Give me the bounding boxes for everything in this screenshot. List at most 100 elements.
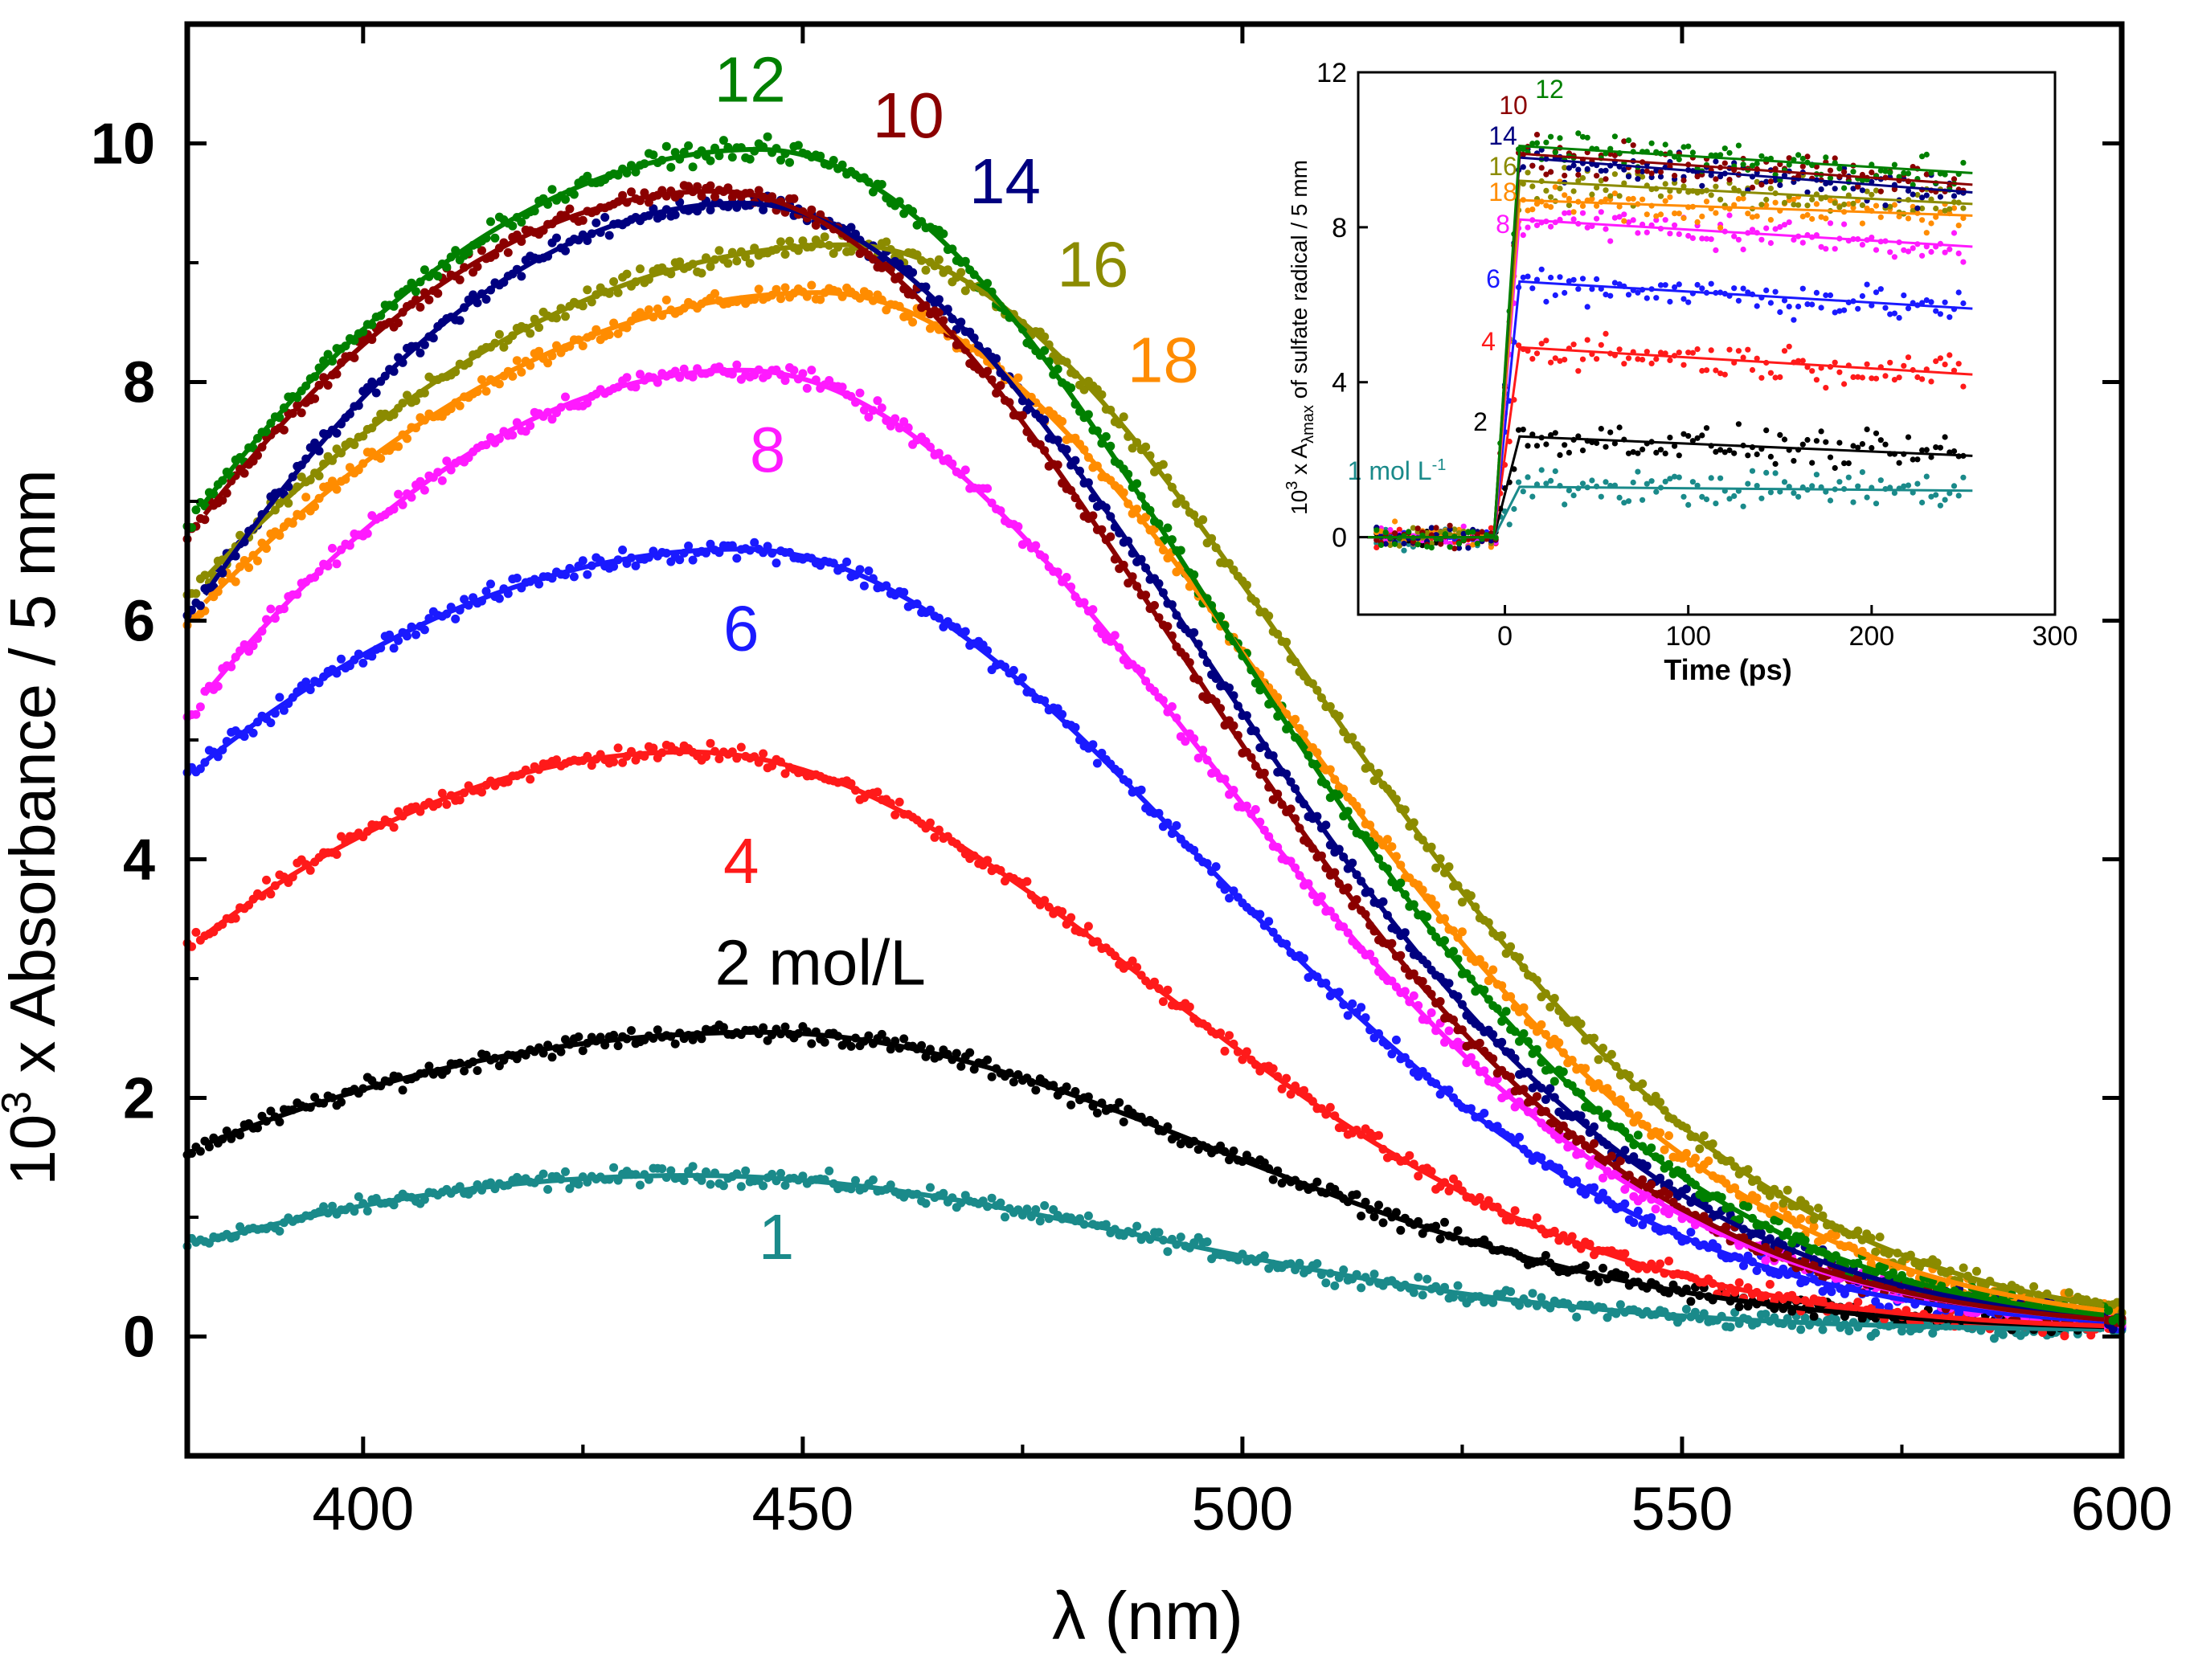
inset-data-point: [1648, 478, 1655, 484]
inset-data-point: [1419, 542, 1426, 549]
data-point: [1704, 1156, 1713, 1166]
data-point: [1681, 1184, 1691, 1194]
inset-data-point: [1689, 349, 1696, 356]
inset-data-point: [1960, 474, 1967, 480]
inset-data-point: [1777, 431, 1783, 439]
inset-data-point: [1864, 426, 1870, 433]
inset-data-point: [1836, 369, 1843, 375]
data-point: [1814, 1204, 1823, 1213]
data-point: [1629, 1218, 1639, 1228]
data-point: [337, 654, 346, 664]
data-point: [481, 295, 491, 304]
data-point: [675, 555, 685, 565]
inset-data-point: [1640, 497, 1646, 503]
data-point: [1532, 1213, 1541, 1223]
data-point: [759, 1181, 768, 1191]
inset-data-point: [1373, 544, 1380, 551]
data-point: [517, 272, 526, 281]
data-point: [670, 148, 680, 157]
inset-data-point: [1905, 434, 1912, 440]
data-point: [420, 625, 429, 635]
inset-data-point: [1708, 347, 1714, 354]
inset-data-point: [1781, 436, 1788, 443]
inset-data-point: [1731, 285, 1738, 292]
data-point: [376, 454, 386, 463]
data-point: [1686, 1228, 1696, 1237]
inset-data-point: [1777, 374, 1783, 380]
data-point: [1739, 1261, 1748, 1270]
data-point: [1488, 965, 1498, 975]
data-point: [987, 1072, 997, 1081]
x-tick-label: 550: [1631, 1475, 1734, 1543]
inset-data-point: [1859, 469, 1865, 476]
data-point: [1357, 1283, 1366, 1293]
inset-data-point: [1933, 492, 1939, 498]
inset-data-point: [1685, 299, 1692, 305]
data-point: [653, 1025, 662, 1035]
inset-data-point: [1662, 450, 1668, 457]
data-point: [1656, 1259, 1665, 1269]
inset-data-point: [1855, 444, 1861, 451]
data-point: [706, 181, 715, 190]
data-point: [759, 749, 768, 758]
data-point: [952, 1048, 961, 1058]
data-point: [723, 259, 733, 268]
data-point: [873, 787, 882, 797]
inset-data-point: [1813, 289, 1820, 296]
inset-data-point: [1644, 349, 1650, 355]
inset-data-point: [1841, 381, 1848, 387]
data-point: [1414, 1171, 1423, 1181]
inset-data-point: [1767, 489, 1774, 496]
data-point: [613, 743, 623, 753]
inset-data-point: [1607, 292, 1614, 299]
data-point: [433, 272, 443, 281]
data-point: [455, 795, 465, 805]
data-point: [1743, 1202, 1753, 1212]
fit-curve-10: [203, 188, 2105, 1322]
inset-data-point: [1566, 487, 1572, 494]
data-point: [1325, 1102, 1335, 1112]
inset-data-point: [1901, 483, 1907, 489]
data-point: [297, 408, 306, 418]
inset-data-point: [1703, 425, 1710, 431]
inset-data-point: [1836, 308, 1843, 314]
data-point: [1541, 1095, 1550, 1104]
inset-data-point: [1625, 292, 1632, 298]
data-point: [305, 865, 315, 875]
data-point: [191, 927, 201, 937]
inset-data-point: [1579, 276, 1586, 282]
data-point: [1158, 997, 1168, 1007]
inset-data-point: [1589, 439, 1595, 446]
data-point: [772, 558, 781, 568]
data-point: [688, 1162, 698, 1171]
fit-curve-1: [204, 1172, 2105, 1332]
inset-data-point: [1827, 454, 1834, 460]
inset-data-point: [1745, 289, 1751, 296]
inset-data-point: [1726, 496, 1733, 502]
inset-data-point: [1680, 296, 1687, 302]
inset-data-point: [1832, 309, 1838, 316]
data-point: [442, 456, 452, 466]
data-point: [718, 136, 728, 145]
data-point: [1827, 1287, 1836, 1297]
data-point: [736, 742, 746, 752]
data-point: [565, 204, 575, 214]
data-point: [807, 1039, 817, 1048]
data-point: [793, 141, 803, 150]
inset-data-point: [1657, 447, 1664, 453]
data-point: [631, 561, 641, 570]
data-point: [416, 348, 425, 358]
inset-data-point: [1914, 480, 1921, 487]
data-point: [1211, 862, 1221, 872]
inset-data-point: [1694, 435, 1701, 441]
data-point: [512, 574, 522, 582]
data-point: [899, 417, 909, 427]
data-point: [921, 265, 931, 275]
data-point: [2060, 1331, 2069, 1341]
data-point: [1225, 1031, 1234, 1040]
data-point: [776, 1168, 785, 1178]
inset-data-point: [1644, 480, 1650, 487]
inset-data-point: [1616, 346, 1623, 353]
inset-data-point: [1781, 479, 1788, 485]
